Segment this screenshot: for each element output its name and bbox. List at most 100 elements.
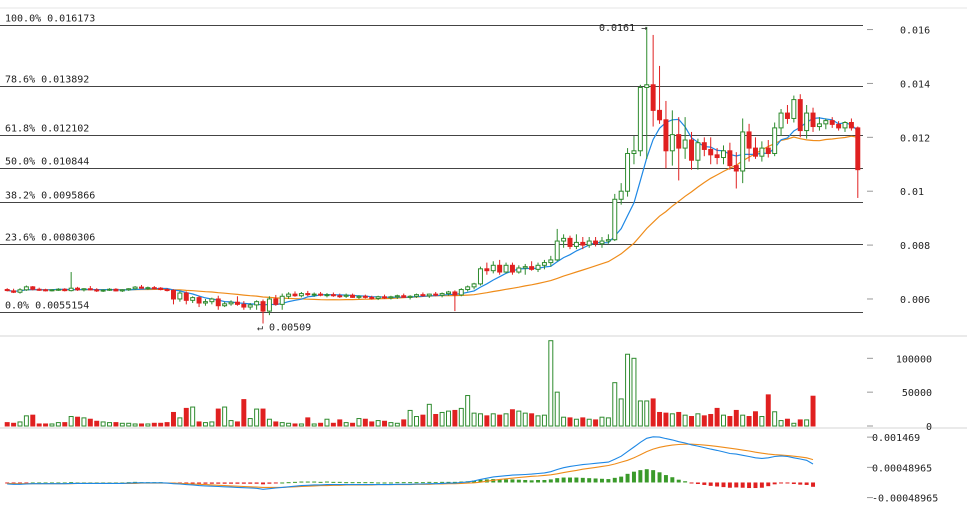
fib-level-label: 0.0% 0.0055154 (5, 301, 89, 312)
candlestick (765, 140, 771, 158)
volume-bar (465, 395, 471, 427)
candle-body-up (145, 287, 151, 290)
macd-histogram-bar (376, 482, 381, 484)
volume-bar (522, 412, 528, 427)
candlestick (17, 288, 23, 294)
y-axis-tick-label: 0.012 (900, 133, 930, 144)
volume-bar (497, 414, 503, 427)
candlestick (637, 84, 643, 157)
volume-bar (164, 422, 170, 427)
macd-histogram-bar (631, 471, 636, 483)
macd-histogram-bar (510, 479, 515, 483)
volume-bar (170, 411, 176, 427)
candlestick (318, 291, 324, 297)
candle-body-down (657, 109, 663, 121)
candlestick (241, 301, 247, 310)
candlestick (145, 286, 151, 290)
candlestick (81, 288, 87, 292)
candlestick (151, 286, 157, 290)
candlestick (190, 296, 196, 304)
candlestick (580, 237, 586, 250)
candle-body-down (848, 122, 854, 129)
volume-bar (573, 418, 579, 427)
volume-bar (81, 417, 87, 427)
candle-body-up (721, 150, 726, 159)
macd-histogram-bar (267, 482, 272, 484)
candlestick (407, 295, 413, 300)
volume-bar (356, 418, 362, 427)
candlestick (631, 135, 637, 165)
volume-bar (804, 419, 810, 427)
candlestick (477, 266, 483, 286)
macd-histogram-bar (497, 479, 502, 483)
candlestick (676, 117, 682, 181)
candlestick (215, 295, 221, 310)
macd-histogram-bar (203, 482, 208, 484)
volume-bar (714, 407, 720, 427)
candlestick (573, 234, 579, 250)
volume-bar (605, 417, 611, 427)
candlestick (414, 293, 419, 298)
volume-bar (183, 407, 189, 427)
volume-bar (765, 394, 771, 427)
volume-bar (202, 422, 208, 427)
candlestick (426, 293, 432, 298)
candlestick (343, 293, 349, 298)
candle-body-up (17, 289, 23, 293)
macd-histogram-bar (261, 482, 266, 485)
volume-bar (625, 353, 631, 427)
macd-histogram-bar (683, 481, 688, 483)
candle-body-up (446, 291, 451, 295)
candlestick (222, 301, 228, 308)
volume-bar (260, 408, 266, 427)
macd-line (7, 436, 814, 490)
macd-histogram-bar (49, 482, 54, 484)
candlestick (612, 193, 618, 242)
candle-body-up (375, 296, 381, 299)
volume-bar (75, 416, 81, 427)
macd-histogram-bar (759, 482, 764, 488)
volume-bar (791, 422, 797, 427)
volume-bar (119, 422, 125, 427)
candlestick (202, 298, 208, 306)
volume-bar (87, 418, 93, 427)
macd-histogram-bar (766, 482, 771, 487)
candle-body-up (68, 287, 74, 292)
volume-bar (439, 411, 445, 427)
candle-body-down (727, 150, 733, 167)
candlestick (471, 282, 477, 290)
volume-bar (490, 413, 496, 427)
volume-bar (580, 417, 586, 427)
candlestick (394, 294, 400, 299)
candlestick (701, 137, 707, 157)
macd-histogram-bar (414, 482, 419, 484)
candlestick (721, 145, 726, 165)
candlestick (119, 289, 125, 292)
candle-body-up (49, 289, 55, 292)
candle-body-up (740, 131, 746, 172)
macd-histogram-bar (798, 482, 803, 485)
candle-body-down (567, 237, 573, 247)
candle-body-up (222, 303, 228, 307)
candlestick (816, 117, 822, 131)
candlestick (791, 95, 797, 123)
macd-histogram-bar (811, 482, 816, 487)
price-panel: 100.0% 0.016173 78.6% 0.013892 61.8% 0.012… (0, 14, 930, 333)
candle-body-up (554, 240, 560, 261)
volume-bar (369, 421, 375, 427)
candle-body-up (465, 286, 471, 291)
candle-body-down (369, 296, 375, 299)
volume-bar (273, 421, 279, 427)
macd-histogram-bar (18, 482, 22, 484)
y-axis-tick-label: 0.00048965 (872, 463, 932, 474)
volume-bar (561, 416, 567, 427)
candlestick (625, 148, 631, 197)
volume-bar (228, 420, 234, 427)
volume-bar (772, 411, 778, 427)
macd-histogram-bar (235, 482, 240, 484)
macd-histogram-bar (523, 480, 528, 483)
candlestick (810, 107, 816, 132)
macd-histogram-bar (190, 482, 195, 484)
macd-histogram-bar (427, 481, 432, 483)
